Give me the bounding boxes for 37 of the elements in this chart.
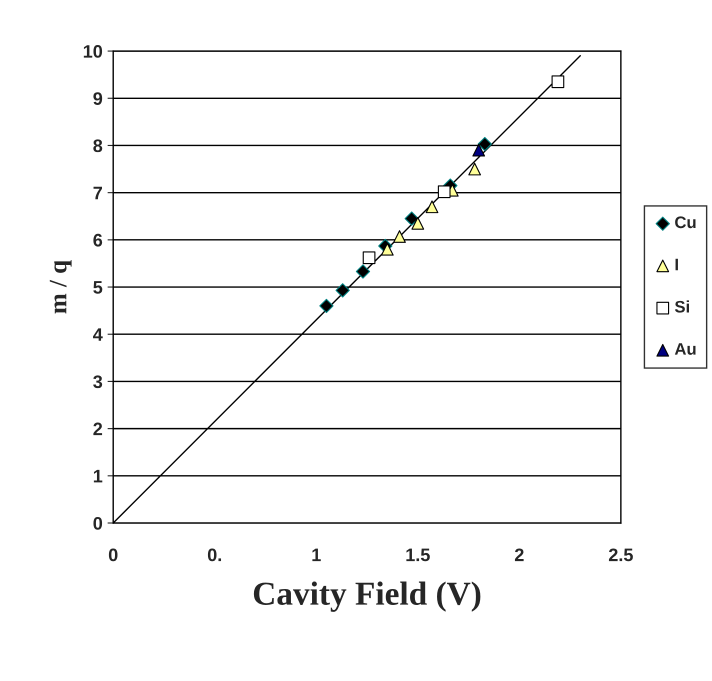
point (472, 144, 486, 157)
y-tick-label: 0 (93, 516, 102, 530)
y-tick-label: 3 (93, 375, 102, 388)
y-tick-label: 2 (93, 422, 102, 436)
point (468, 162, 482, 176)
y-tick-label: 9 (93, 92, 102, 105)
y-tick-label: 7 (94, 186, 102, 200)
y-tick-label: 6 (93, 234, 102, 247)
legend-label: Cu (675, 216, 696, 228)
point (404, 211, 419, 226)
y-tick-label: 10 (84, 45, 102, 58)
point (438, 185, 451, 198)
x-tick-label: 0 (108, 548, 118, 562)
y-tick-label: 8 (93, 139, 102, 152)
point (336, 283, 350, 298)
y-tick-label: 4 (93, 328, 103, 341)
x-tick-label: 1 (312, 548, 321, 562)
legend-label: Au (674, 343, 696, 355)
x-tick-label: 2 (514, 548, 524, 562)
point (319, 298, 334, 314)
point (356, 264, 370, 279)
y-tick-label: 1 (94, 470, 102, 482)
point (552, 75, 564, 88)
legend-label: I (676, 258, 678, 270)
x-tick-label: 2.5 (608, 548, 633, 562)
x-tick-label: 0. (208, 548, 222, 562)
legend-label: Si (674, 300, 689, 313)
y-axis-title: m / q (50, 260, 72, 314)
point (426, 200, 438, 214)
point (380, 242, 394, 256)
point (393, 230, 406, 243)
point (411, 216, 424, 230)
point (362, 251, 376, 264)
point (478, 136, 492, 152)
x-axis-title: Cavity Field (V) (254, 582, 480, 612)
x-tick-label: 1.5 (406, 548, 430, 562)
y-tick-label: 5 (93, 281, 102, 294)
